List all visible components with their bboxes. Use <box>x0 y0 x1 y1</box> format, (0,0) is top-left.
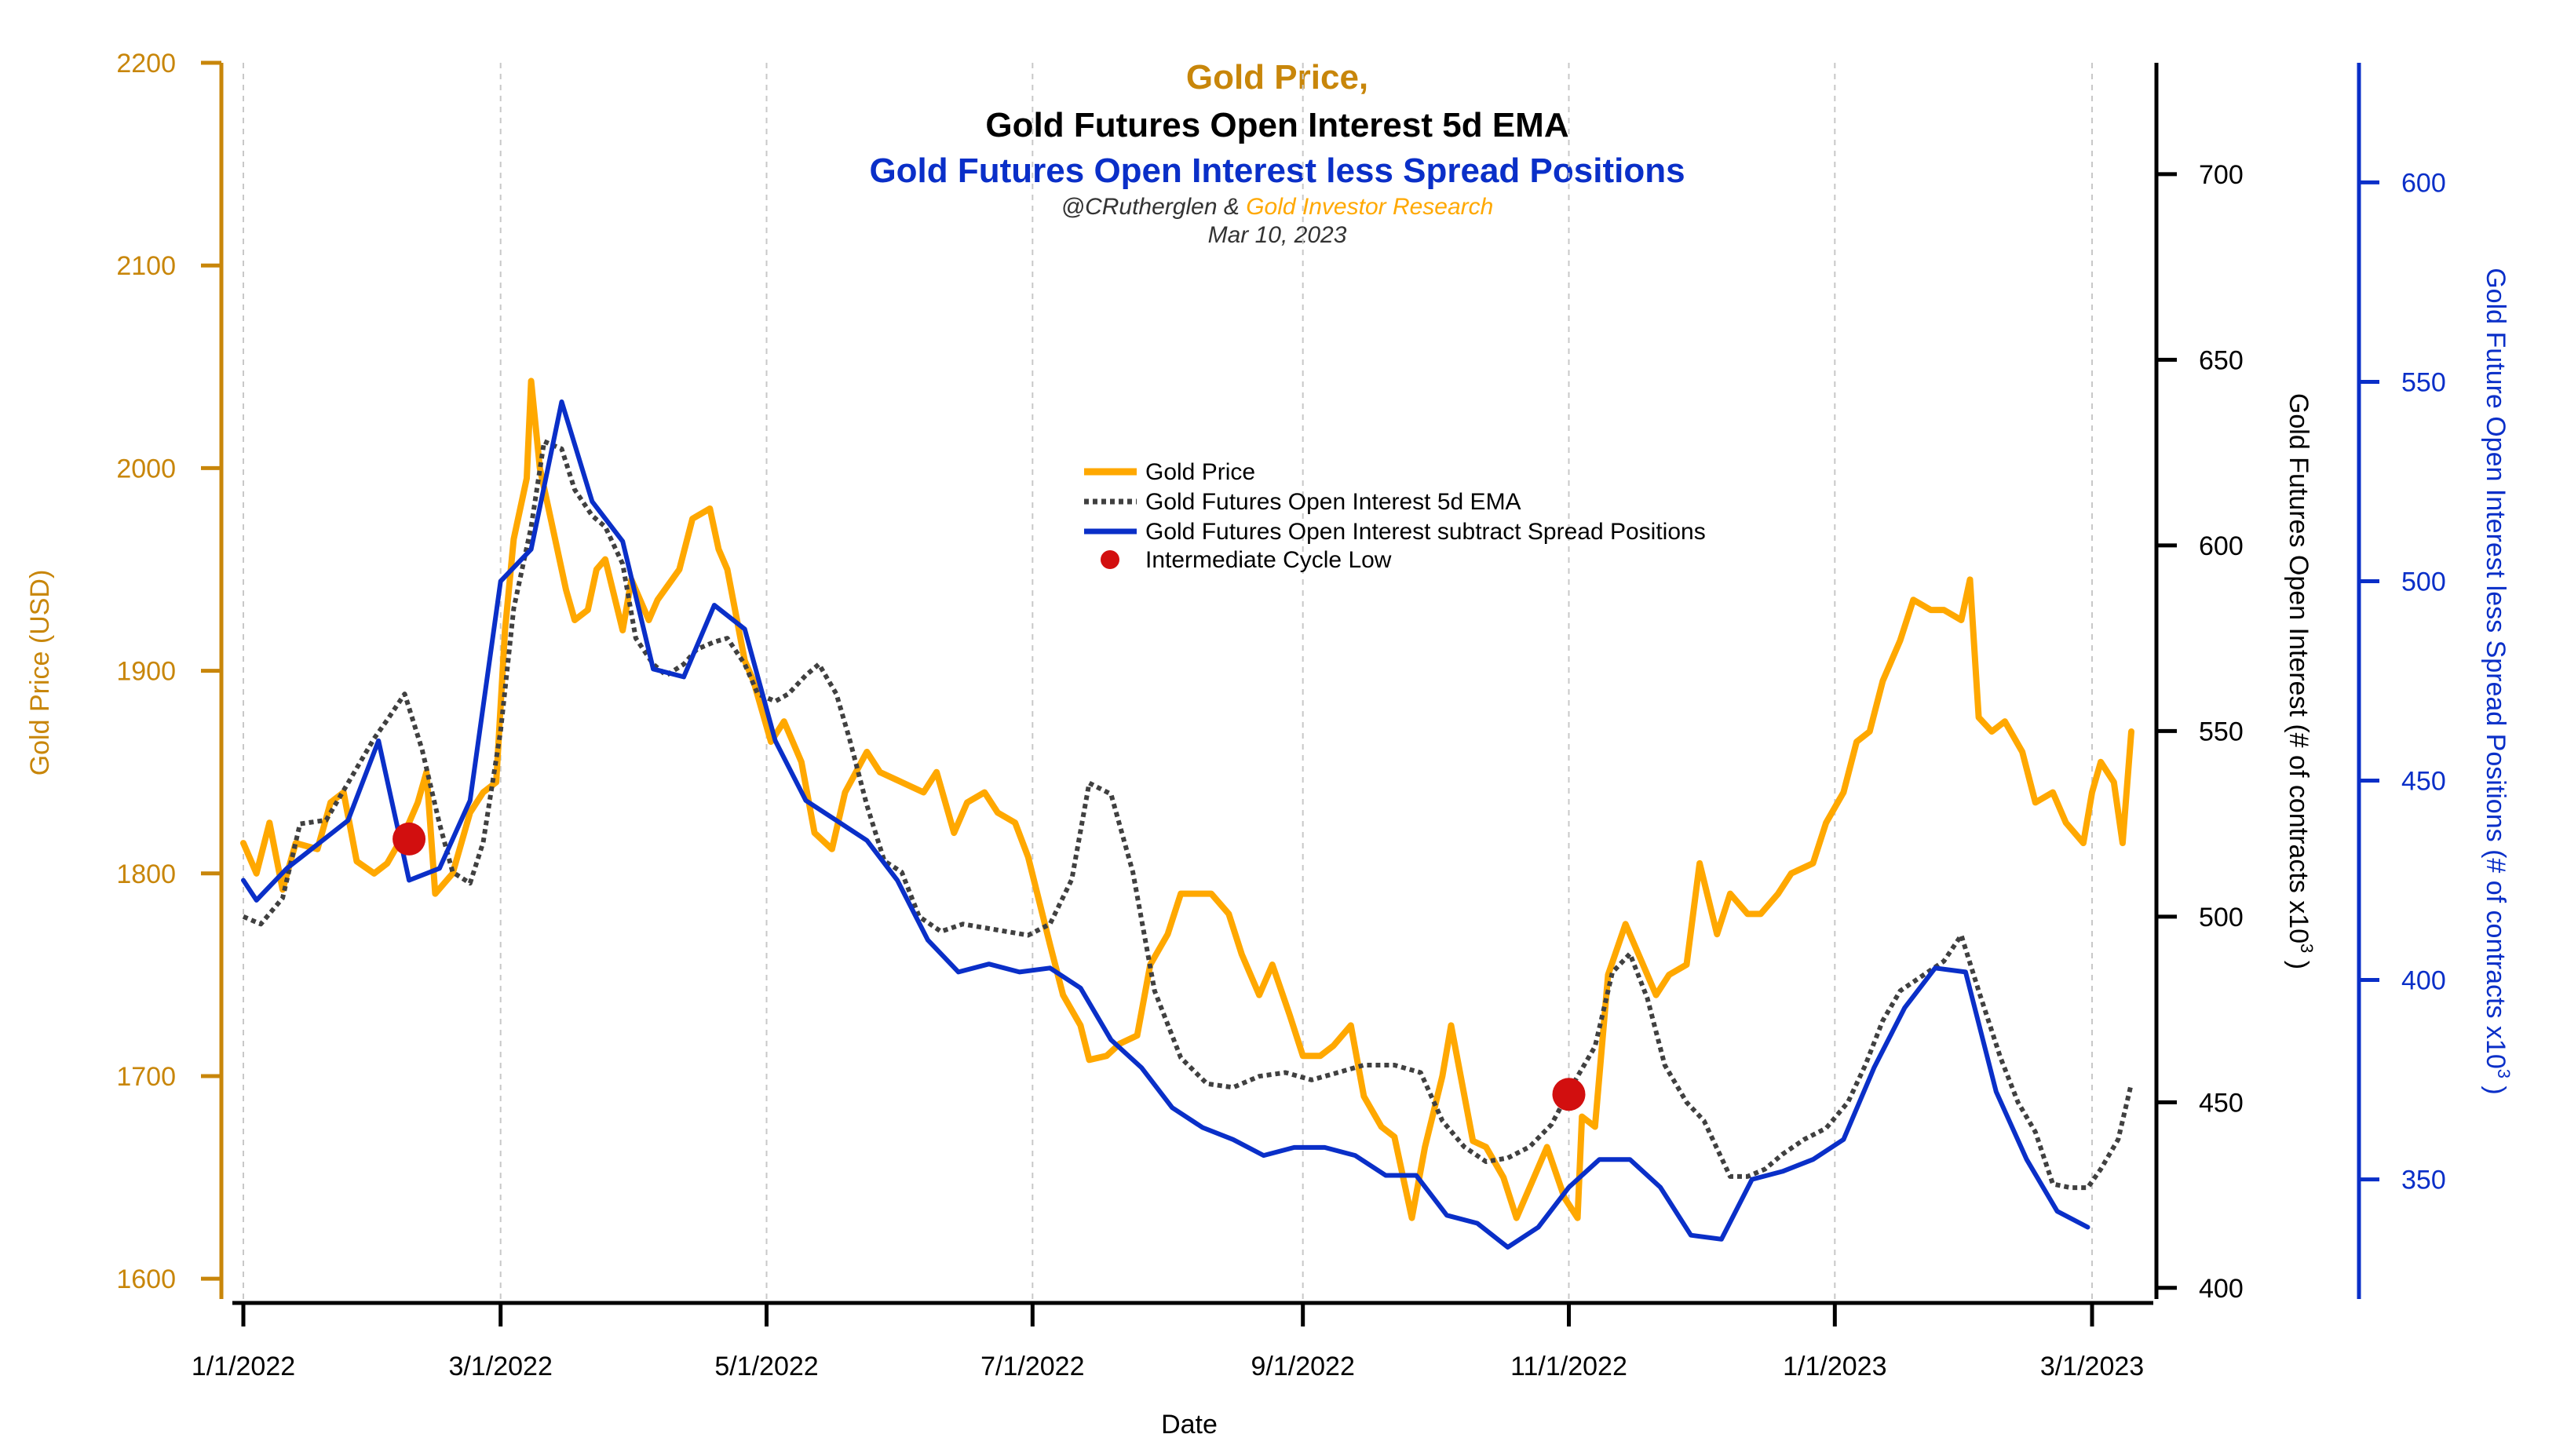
series-line-gold-price <box>240 378 2134 1221</box>
x-tick-label: 1/1/2023 <box>1783 1352 1886 1381</box>
credit-amp: & <box>1218 194 1247 220</box>
legend-label-open-interest-ema: Gold Futures Open Interest 5d EMA <box>1145 489 1521 515</box>
legend-label-oi-less-spread: Gold Futures Open Interest subtract Spre… <box>1145 519 1706 545</box>
right1-axis-tick-label: 450 <box>2199 1088 2244 1118</box>
right2-axis-tick-label: 550 <box>2401 367 2446 397</box>
right2-axis-label: Gold Future Open Interest less Spread Po… <box>2481 268 2514 1095</box>
legend-swatch-cycle-low <box>1101 550 1119 569</box>
right1-axis-tick-label: 550 <box>2199 717 2244 746</box>
right1-axis-tick-label: 600 <box>2199 531 2244 561</box>
x-tick-label: 3/1/2023 <box>2040 1352 2144 1381</box>
x-tick-label: 5/1/2022 <box>714 1352 818 1381</box>
left-axis-tick-label: 1600 <box>116 1264 176 1294</box>
right2-axis-tick-label: 500 <box>2401 567 2446 597</box>
credit-author: @CRutherglen <box>1061 194 1218 220</box>
series-line-oi-less-spread <box>241 399 2090 1250</box>
chart-date: Mar 10, 2023 <box>1208 222 1347 248</box>
marker-layer <box>393 822 1586 1111</box>
left-axis-tick-label: 1900 <box>116 657 176 687</box>
left-axis-label: Gold Price (USD) <box>25 570 55 776</box>
legend-label-cycle-low: Intermediate Cycle Low <box>1145 547 1392 573</box>
chart-title-line1: Gold Price, <box>1186 58 1368 97</box>
left-axis-tick-label: 1700 <box>116 1062 176 1092</box>
chart-credit: @CRutherglen & Gold Investor Research <box>1061 194 1494 220</box>
right2-axis-tick-label: 400 <box>2401 966 2446 996</box>
x-tick-label: 7/1/2022 <box>980 1352 1084 1381</box>
chart-title-line3: Gold Futures Open Interest less Spread P… <box>869 151 1685 190</box>
legend-label-gold-price: Gold Price <box>1145 459 1255 485</box>
left-axis-tick-label: 2000 <box>116 454 176 484</box>
right2-axis-label-text: Gold Future Open Interest less Spread Po… <box>2481 268 2510 1069</box>
right2-axis-tick-label: 450 <box>2401 767 2446 797</box>
right1-axis-label-exponent: 3 <box>2297 943 2317 953</box>
legend: Gold Price Gold Futures Open Interest 5d… <box>1084 459 1706 573</box>
right2-axis-label-exponent: 3 <box>2494 1069 2514 1078</box>
chart-title-line2: Gold Futures Open Interest 5d EMA <box>985 106 1568 144</box>
right1-axis-label-text: Gold Futures Open Interest (# of contrac… <box>2284 393 2313 943</box>
right2-axis-tick-label: 350 <box>2401 1166 2446 1195</box>
x-tick-label: 3/1/2022 <box>449 1352 553 1381</box>
right1-axis-tick-label: 500 <box>2199 903 2244 932</box>
right1-axis-label: Gold Futures Open Interest (# of contrac… <box>2284 393 2317 969</box>
right1-axis-label-close: ) <box>2284 953 2313 969</box>
x-tick-label: 9/1/2022 <box>1251 1352 1355 1381</box>
series-line-open-interest-ema <box>242 439 2134 1191</box>
grid-layer <box>243 63 2094 1299</box>
x-tick-label: 11/1/2022 <box>1510 1352 1627 1381</box>
left-axis-tick-label: 2100 <box>116 251 176 281</box>
cycle-low-marker <box>1552 1078 1586 1111</box>
axes-layer: 1/1/2022 3/1/2022 5/1/2022 7/1/2022 9/1/2022… <box>25 49 2514 1440</box>
right2-axis-tick-label: 600 <box>2401 168 2446 198</box>
x-axis-label: Date <box>1161 1410 1218 1440</box>
left-axis-tick-label: 1800 <box>116 859 176 889</box>
cycle-low-marker <box>393 822 426 856</box>
left-axis-tick-label: 2200 <box>116 49 176 78</box>
right1-axis-tick-label: 650 <box>2199 345 2244 375</box>
right1-axis-tick-label: 700 <box>2199 160 2244 190</box>
x-tick-label: 1/1/2022 <box>192 1352 295 1381</box>
right2-axis-label-close: ) <box>2481 1078 2510 1095</box>
credit-org: Gold Investor Research <box>1246 194 1493 220</box>
series-layer <box>240 378 2134 1250</box>
right1-axis-tick-label: 400 <box>2199 1274 2244 1304</box>
